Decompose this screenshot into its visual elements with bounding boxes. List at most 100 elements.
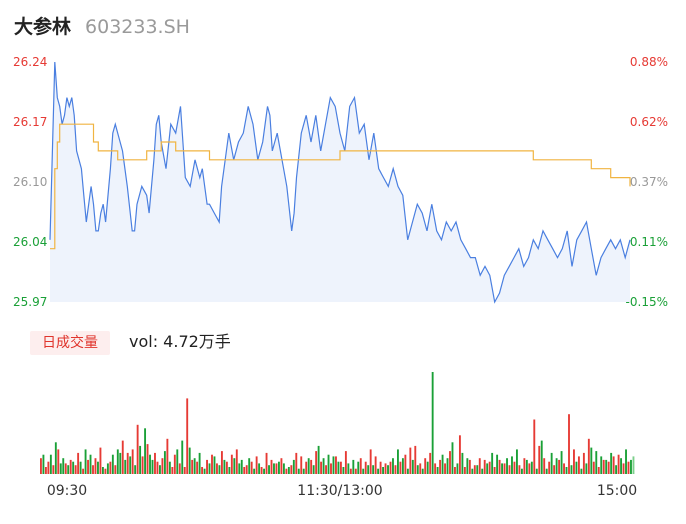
volume-bar <box>54 442 57 474</box>
volume-bar <box>441 454 444 474</box>
volume-bar <box>424 458 427 474</box>
volume-bar <box>317 445 320 474</box>
volume-bar <box>198 452 201 474</box>
volume-bar <box>523 458 526 474</box>
volume-bar <box>163 451 166 474</box>
volume-bar <box>325 465 327 474</box>
volume-bar <box>134 465 137 474</box>
y-tick-right: 0.37% <box>630 175 668 189</box>
y-tick-right: -0.15% <box>626 295 668 309</box>
volume-bar <box>82 468 85 474</box>
volume-bar <box>307 458 310 474</box>
volume-bar <box>196 461 199 474</box>
volume-bar <box>446 458 449 474</box>
volume-bar <box>208 463 211 474</box>
volume-bar <box>496 454 499 474</box>
volume-bar <box>181 440 184 474</box>
stock-name: 大参林 <box>14 16 72 38</box>
volume-bar <box>250 461 253 474</box>
volume-bar <box>238 463 241 474</box>
volume-bar <box>292 459 295 474</box>
volume-bar <box>62 458 65 474</box>
volume-bar <box>255 456 258 474</box>
volume-bar <box>573 449 575 474</box>
volume-bar <box>362 468 365 474</box>
volume-bar <box>213 456 216 474</box>
volume-bar <box>201 467 204 474</box>
volume-bar <box>483 459 486 474</box>
volume-bar <box>235 449 238 474</box>
volume-bar <box>312 465 315 474</box>
volume-bar <box>330 463 332 474</box>
volume-bar <box>79 461 82 474</box>
volume-bar <box>577 456 580 474</box>
volume-bar <box>173 454 176 474</box>
volume-bar <box>610 452 613 474</box>
volume-bar <box>419 463 422 474</box>
volume-bar <box>253 468 256 474</box>
volume-bar <box>144 428 147 474</box>
volume-bar <box>278 461 280 474</box>
volume-bar <box>260 467 263 474</box>
volume-bar <box>513 461 516 474</box>
volume-bar <box>149 454 151 474</box>
y-tick-left: 26.17 <box>13 115 47 129</box>
volume-bar <box>109 461 112 474</box>
volume-bar <box>47 461 50 474</box>
volume-bar <box>612 456 615 474</box>
volume-bar <box>275 463 278 474</box>
volume-summary: vol: 4.72万手 <box>129 332 231 351</box>
volume-bar <box>42 454 45 474</box>
volume-bar <box>220 451 223 474</box>
volume-bar <box>582 452 585 474</box>
volume-bar <box>354 468 357 474</box>
volume-bar <box>473 465 476 474</box>
volume-bar <box>550 452 553 474</box>
volume-bar <box>615 465 618 474</box>
volume-bar <box>216 463 218 474</box>
volume-bar <box>77 452 80 474</box>
volume-bar <box>347 463 350 474</box>
volume-bar <box>72 461 75 474</box>
volume-bar <box>518 465 521 474</box>
volume-bar <box>533 419 536 474</box>
volume-bar <box>230 454 233 474</box>
volume-bar <box>59 463 62 474</box>
x-tick-label: 11:30/13:00 <box>297 483 382 499</box>
volume-bar <box>300 456 303 474</box>
volume-bar <box>630 459 632 474</box>
volume-bar <box>287 467 290 474</box>
volume-bar <box>525 459 528 474</box>
volume-bar <box>595 451 598 474</box>
volume-bar <box>466 458 469 474</box>
volume-bar <box>337 461 340 474</box>
volume-bar <box>414 445 417 474</box>
volume-bar <box>620 458 623 474</box>
volume-bar <box>327 454 330 474</box>
volume-bar <box>136 424 139 474</box>
volume-bar <box>439 459 442 474</box>
volume-badge[interactable]: 日成交量 <box>30 331 110 355</box>
volume-bar <box>627 461 630 474</box>
volume-bar <box>342 467 345 474</box>
volume-bar <box>186 398 189 474</box>
volume-bar <box>421 468 424 474</box>
volume-bar <box>126 452 129 474</box>
volume-bar <box>270 459 273 474</box>
volume-bar <box>64 463 67 474</box>
volume-bar <box>429 452 432 474</box>
volume-bar <box>488 461 491 474</box>
volume-bar <box>625 449 627 474</box>
volume-bar <box>379 461 382 474</box>
volume-bar <box>315 451 318 474</box>
volume-bar <box>508 465 511 474</box>
volume-bar <box>535 468 538 474</box>
volume-bar <box>87 459 89 474</box>
volume-bar <box>74 465 77 474</box>
volume-bar <box>387 465 389 474</box>
y-tick-left: 26.10 <box>13 175 47 189</box>
volume-bar <box>310 459 313 474</box>
volume-bar <box>69 459 72 474</box>
x-tick-label: 09:30 <box>47 483 87 499</box>
volume-bar <box>67 465 70 474</box>
